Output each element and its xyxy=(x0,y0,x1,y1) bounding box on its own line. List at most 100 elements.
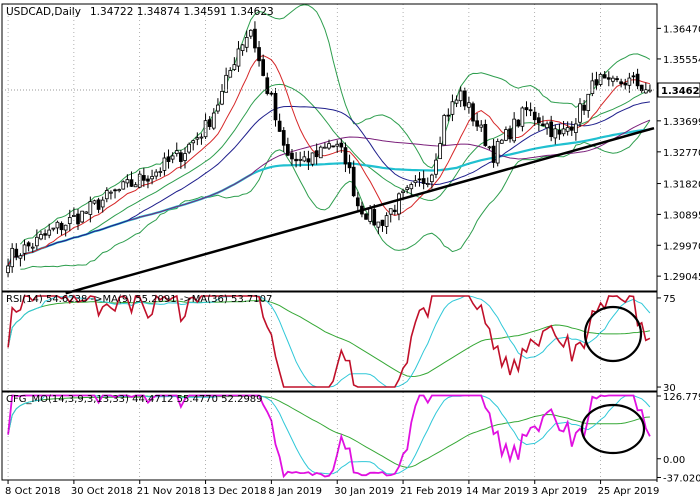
candle-body xyxy=(639,84,644,91)
candle xyxy=(364,213,368,220)
candle xyxy=(388,208,393,223)
candle-body xyxy=(520,107,525,127)
price-axis-tick-label: 1.29970 xyxy=(663,241,700,252)
candle xyxy=(586,93,591,118)
price-axis-tick-label: 1.33699 xyxy=(663,117,700,128)
candle-body xyxy=(504,129,508,141)
cfg-axis-tick-label: 126.7797 xyxy=(663,392,700,403)
candle xyxy=(273,88,278,127)
candle xyxy=(582,99,586,116)
candle-body xyxy=(388,208,393,215)
rsi-ma9-line xyxy=(7,295,651,388)
candle-body xyxy=(195,137,200,140)
candle xyxy=(421,170,426,190)
candle xyxy=(179,149,183,169)
candle-body xyxy=(516,119,521,127)
cfg-slow-line xyxy=(7,395,650,469)
candle-body xyxy=(557,129,562,135)
candle xyxy=(643,82,648,94)
candle xyxy=(467,96,471,114)
candle-body xyxy=(55,221,60,229)
candle xyxy=(162,152,167,176)
candle xyxy=(290,148,294,166)
candle-body xyxy=(627,77,632,86)
candle-body xyxy=(323,146,327,149)
candle xyxy=(158,167,163,177)
rsi-highlight-ellipse xyxy=(583,305,643,363)
annotations xyxy=(580,305,646,455)
candle-body xyxy=(417,178,422,181)
x-tick-label: 21 Nov 2018 xyxy=(137,486,201,497)
candle-body xyxy=(35,236,39,247)
candle-body xyxy=(413,180,418,184)
candle xyxy=(125,174,130,188)
candle-body xyxy=(569,126,574,131)
candle xyxy=(277,113,282,132)
candle-body xyxy=(327,143,331,149)
candle-body xyxy=(648,89,652,92)
x-tick-label: 14 Mar 2019 xyxy=(466,486,529,497)
candle xyxy=(257,41,261,67)
candle xyxy=(43,229,47,240)
candle xyxy=(261,54,266,77)
candle-body xyxy=(471,103,475,122)
candle-body xyxy=(462,90,467,107)
candle xyxy=(351,160,356,198)
candle xyxy=(310,152,315,167)
candle-body xyxy=(277,120,282,132)
rsi-axis-tick-label: 30 xyxy=(663,383,676,394)
cfg-title: CFG_MO(14,3,9,3,13,33) 44.4712 55.4770 5… xyxy=(6,394,263,405)
candle xyxy=(318,145,323,159)
candle-body xyxy=(483,123,488,146)
candle-body xyxy=(372,209,377,226)
candle xyxy=(232,57,237,71)
candle-body xyxy=(586,93,591,111)
candle-body xyxy=(635,73,640,87)
candle xyxy=(203,113,208,139)
x-tick-label: 30 Jan 2019 xyxy=(334,486,394,497)
x-tick-label: 8 Oct 2018 xyxy=(5,486,60,497)
candle-body xyxy=(162,157,167,171)
candle xyxy=(96,197,101,214)
candle xyxy=(150,169,154,185)
candle xyxy=(248,29,253,39)
candle xyxy=(384,212,389,235)
candle-body xyxy=(532,111,537,121)
candle-body xyxy=(269,92,274,95)
candle-body xyxy=(257,47,261,62)
candle-body xyxy=(39,234,43,240)
candle xyxy=(236,41,241,72)
candle-body xyxy=(421,178,426,184)
candle-body xyxy=(409,184,414,190)
candle xyxy=(294,152,298,168)
current-price-box-rect xyxy=(657,82,700,98)
candle-body xyxy=(18,255,23,259)
candle-body xyxy=(475,120,479,127)
candle-body xyxy=(117,189,121,192)
candle-body xyxy=(458,90,463,102)
candle xyxy=(281,127,286,152)
candle-body xyxy=(446,114,451,117)
candle-body xyxy=(261,59,266,76)
candle-body xyxy=(6,265,10,274)
candle xyxy=(63,224,68,237)
candle-body xyxy=(631,75,636,78)
candle-body xyxy=(10,247,15,268)
candle xyxy=(495,138,500,167)
candle-body xyxy=(314,150,319,158)
candle xyxy=(35,229,39,250)
candle xyxy=(133,182,138,188)
cfg-axis-tick-label: 0.00 xyxy=(663,455,685,466)
candle xyxy=(417,172,422,187)
candle-body xyxy=(220,90,224,105)
candle-body xyxy=(125,179,130,184)
candle xyxy=(183,147,187,169)
candle-body xyxy=(343,147,348,165)
candle xyxy=(207,116,212,130)
candle-body xyxy=(302,156,307,162)
candle xyxy=(170,152,175,164)
candle-body xyxy=(318,146,323,159)
candle-body xyxy=(109,191,113,194)
x-tick-label: 25 Apr 2019 xyxy=(598,486,660,497)
candle xyxy=(528,102,533,117)
